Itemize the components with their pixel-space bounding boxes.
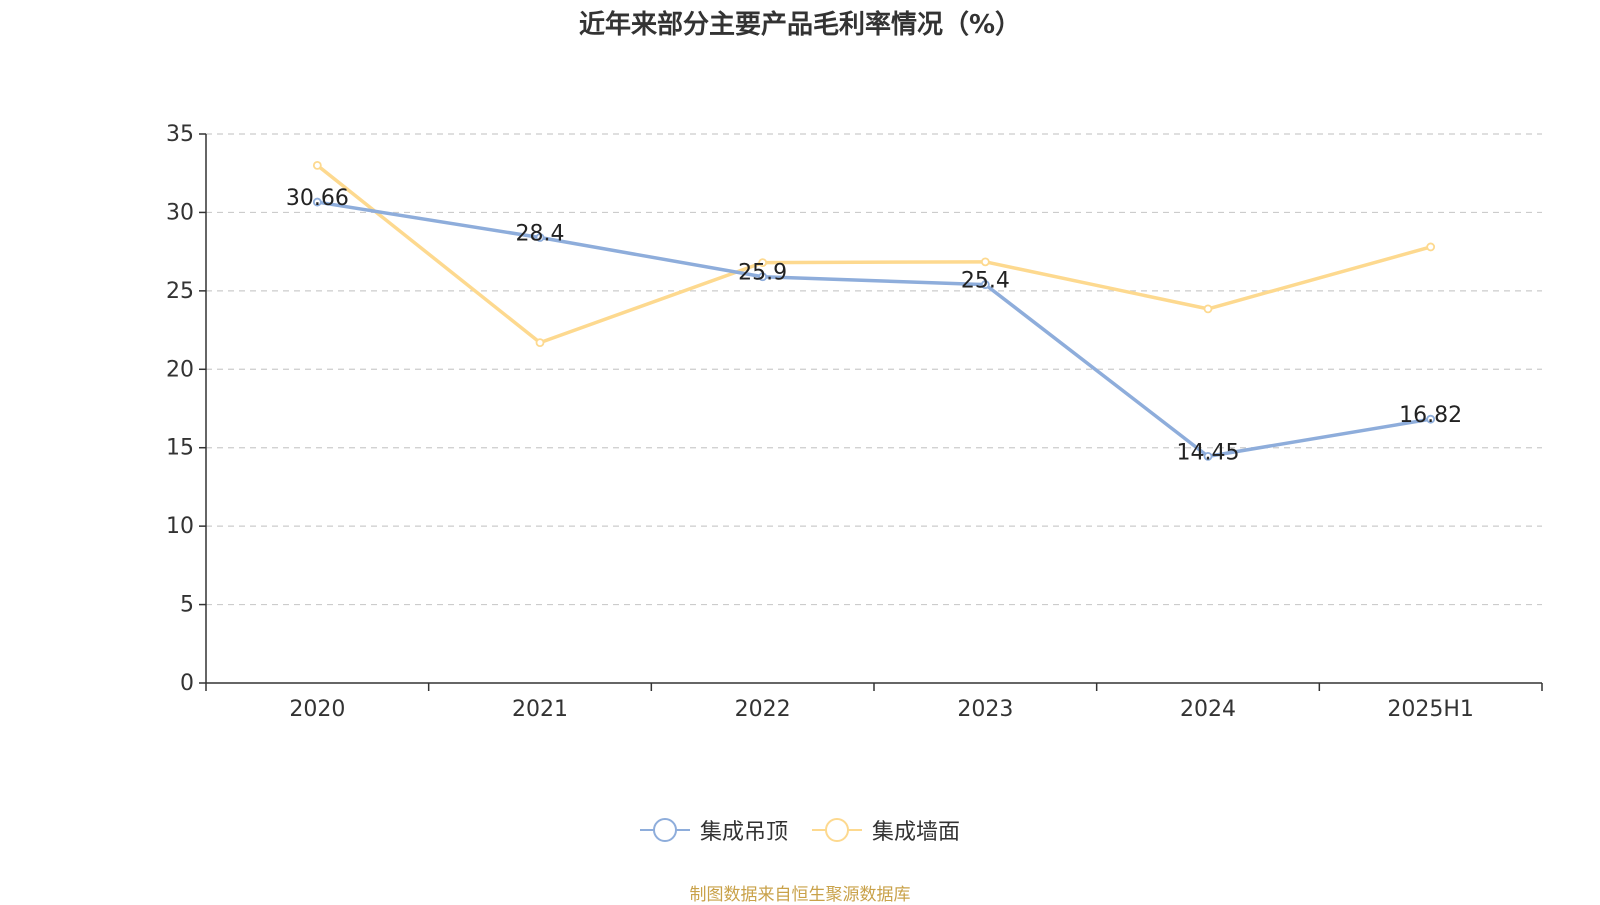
legend-item-ceiling[interactable]: 集成吊顶 xyxy=(639,814,788,846)
legend: 集成吊顶 集成墙面 xyxy=(0,814,1600,846)
legend-label: 集成墙面 xyxy=(872,820,961,845)
axes: 0 5 10 15 20 25 30 35 2020 2021 2022 2023 2024 2025H1 xyxy=(166,122,1543,722)
y-tick-label: 20 xyxy=(166,357,194,382)
grid-lines xyxy=(206,133,1542,606)
data-point xyxy=(1203,451,1213,461)
data-point xyxy=(980,257,990,267)
data-label: 30.66 xyxy=(286,186,349,211)
data-point xyxy=(1203,304,1213,314)
data-point xyxy=(1426,414,1436,424)
data-point xyxy=(535,338,545,348)
data-point xyxy=(758,272,768,282)
data-label: 25.9 xyxy=(738,261,787,286)
legend-circle xyxy=(825,818,849,842)
x-tick-label: 2024 xyxy=(1180,697,1236,722)
data-point xyxy=(758,258,768,268)
legend-line-circle-icon xyxy=(639,817,690,843)
legend-label: 集成吊顶 xyxy=(699,820,788,845)
y-tick-label: 35 xyxy=(166,122,194,147)
x-tick-label: 2020 xyxy=(289,697,345,722)
legend-circle xyxy=(652,818,677,842)
y-tick-label: 15 xyxy=(166,436,194,461)
x-tick-label: 2021 xyxy=(512,697,568,722)
data-point xyxy=(1426,242,1436,252)
data-label: 28.4 xyxy=(516,222,565,247)
series-line xyxy=(315,163,1433,345)
y-tick-label: 5 xyxy=(180,593,194,618)
y-tick-label: 10 xyxy=(166,514,194,539)
data-point xyxy=(535,233,545,242)
x-tick-label: 2025H1 xyxy=(1387,697,1474,722)
data-point xyxy=(312,197,322,207)
legend-line-circle-icon xyxy=(812,817,862,843)
chart-title: 近年来部分主要产品毛利率情况（%） xyxy=(578,10,1022,40)
source-note: 制图数据来自恒生聚源数据库 xyxy=(689,885,911,905)
y-tick-label: 0 xyxy=(180,671,194,696)
data-label: 16.82 xyxy=(1399,403,1462,428)
series-lines xyxy=(312,160,1436,461)
x-tick-label: 2023 xyxy=(957,697,1013,722)
y-tick-label: 30 xyxy=(166,200,194,225)
y-tick-label: 25 xyxy=(166,279,194,304)
series-line xyxy=(315,200,1433,459)
data-label: 14.45 xyxy=(1177,440,1240,465)
data-labels: 30.66 28.4 25.9 25.4 14.45 16.82 xyxy=(286,186,1462,465)
legend-item-wall[interactable]: 集成墙面 xyxy=(812,814,960,846)
data-label: 25.4 xyxy=(961,269,1010,294)
x-tick-label: 2022 xyxy=(735,697,791,722)
data-point xyxy=(980,280,990,289)
data-point xyxy=(312,160,322,170)
